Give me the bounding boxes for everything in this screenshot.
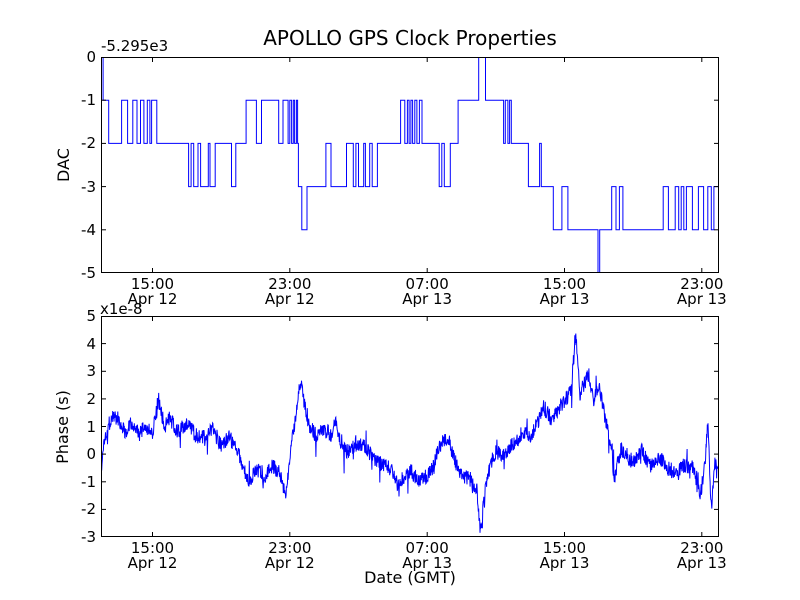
dac-xtick-label: 15:00 Apr 12 xyxy=(108,277,198,307)
xtick-date: Apr 12 xyxy=(264,290,315,308)
phase-spines xyxy=(101,316,719,537)
xtick-time: 07:00 xyxy=(405,275,449,293)
dac-xtick-label: 23:00 Apr 12 xyxy=(245,277,335,307)
xtick-time: 07:00 xyxy=(405,539,449,557)
xtick-time: 15:00 xyxy=(542,275,587,293)
phase-ytick-label: 2 xyxy=(86,389,96,408)
dac-axis-offset-text: -5.295e3 xyxy=(101,37,169,55)
xtick-date: Apr 12 xyxy=(127,554,178,572)
phase-axes xyxy=(101,315,719,538)
xtick-time: 23:00 xyxy=(680,275,724,293)
phase-ytick-label: 1 xyxy=(86,417,96,436)
xtick-date: Apr 13 xyxy=(676,554,727,572)
dac-ytick-label: -4 xyxy=(81,220,96,239)
dac-data-line xyxy=(102,57,719,273)
dac-xtick-label: 07:00 Apr 13 xyxy=(382,277,472,307)
xtick-time: 15:00 xyxy=(130,539,175,557)
phase-plot-svg xyxy=(101,315,719,538)
phase-ytick-label: -3 xyxy=(81,528,96,546)
dac-axes xyxy=(101,56,719,274)
figure-title: APOLLO GPS Clock Properties xyxy=(263,26,557,50)
xtick-date: Apr 13 xyxy=(402,290,453,308)
xtick-date: Apr 13 xyxy=(676,290,727,308)
phase-xtick-label: 15:00 Apr 12 xyxy=(108,541,198,571)
xtick-date: Apr 13 xyxy=(539,290,590,308)
dac-spines xyxy=(101,57,719,273)
phase-xtick-label: 23:00 Apr 13 xyxy=(657,541,747,571)
phase-ytick-label: 5 xyxy=(86,307,96,325)
dac-ytick-label: 0 xyxy=(86,48,96,66)
xtick-time: 15:00 xyxy=(130,275,175,293)
phase-xtick-label: 15:00 Apr 13 xyxy=(520,541,610,571)
phase-axis-multiplier-text: x1e-8 xyxy=(100,300,143,318)
phase-ytick-label: 0 xyxy=(86,445,96,464)
phase-ytick-label: -1 xyxy=(81,472,96,491)
phase-ytick-label: 4 xyxy=(86,334,96,353)
xtick-time: 23:00 xyxy=(680,539,724,557)
phase-ytick-label: 3 xyxy=(86,362,96,381)
xtick-date: Apr 13 xyxy=(402,554,453,572)
dac-ytick-label: -1 xyxy=(81,91,96,110)
xtick-date: Apr 12 xyxy=(127,290,178,308)
xtick-time: 23:00 xyxy=(268,275,312,293)
phase-xtick-label: 23:00 Apr 12 xyxy=(245,541,335,571)
dac-xtick-label: 15:00 Apr 13 xyxy=(520,277,610,307)
dac-ytick-label: -5 xyxy=(81,264,96,282)
xtick-date: Apr 13 xyxy=(539,554,590,572)
xtick-time: 15:00 xyxy=(542,539,587,557)
dac-xtick-label: 23:00 Apr 13 xyxy=(657,277,747,307)
phase-ytick-label: -2 xyxy=(81,500,96,519)
phase-data-line xyxy=(101,333,719,533)
dac-plot-svg xyxy=(101,56,719,274)
xtick-date: Apr 12 xyxy=(264,554,315,572)
phase-xtick-label: 07:00 Apr 13 xyxy=(382,541,472,571)
dac-ytick-label: -3 xyxy=(81,177,96,196)
dac-ytick-label: -2 xyxy=(81,134,96,153)
xtick-time: 23:00 xyxy=(268,539,312,557)
x-axis-label: Date (GMT) xyxy=(364,568,456,587)
